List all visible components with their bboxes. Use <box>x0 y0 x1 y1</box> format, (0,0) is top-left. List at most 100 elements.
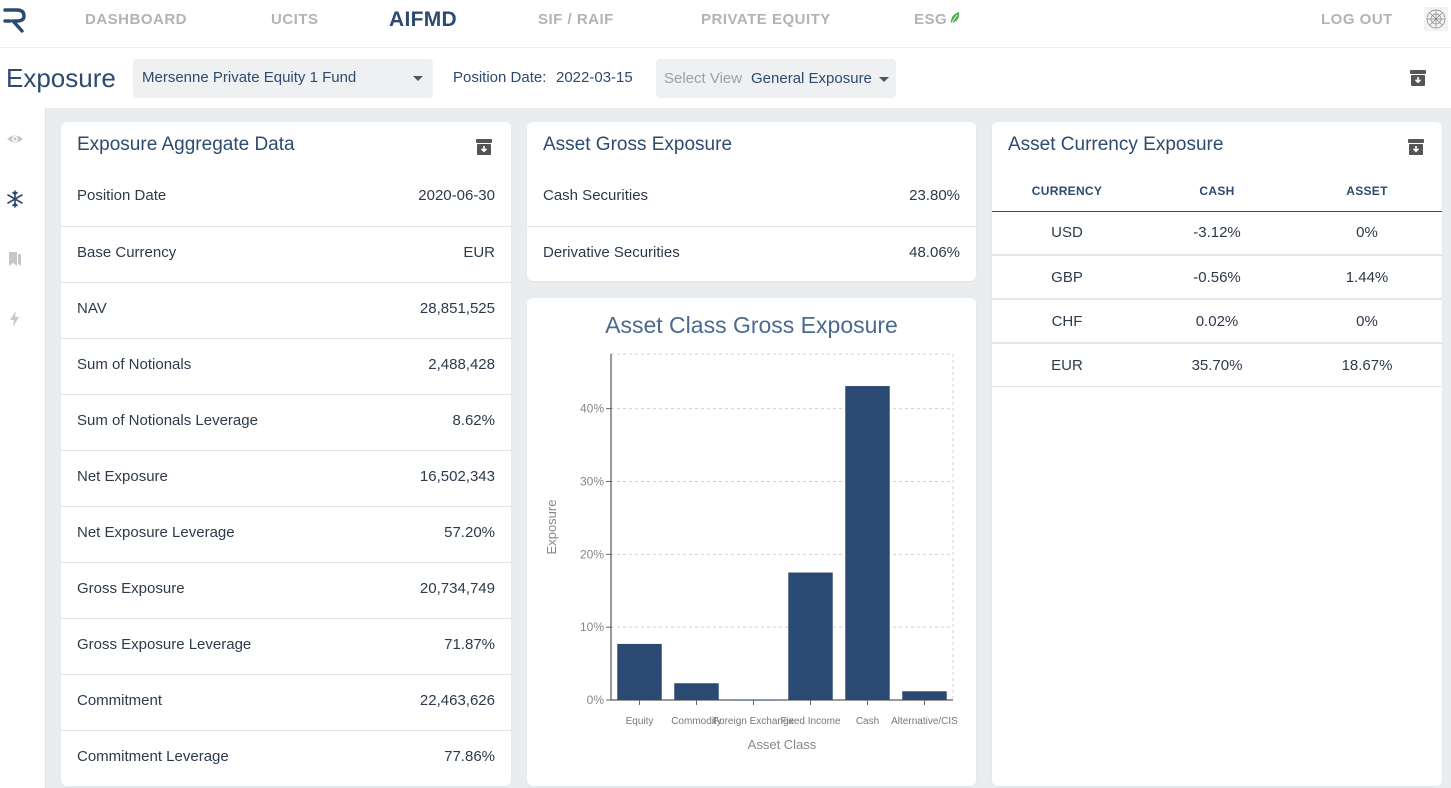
table-row: Sum of Notionals Leverage 8.62% <box>61 394 511 450</box>
row-value: 16,502,343 <box>419 468 495 485</box>
view-select[interactable]: Select View General Exposure <box>656 59 896 98</box>
snowflake-icon[interactable] <box>6 190 24 208</box>
table-row: Gross Exposure 20,734,749 <box>61 562 511 618</box>
table-row: USD -3.12% 0% <box>992 211 1442 255</box>
x-tick-label: Alternative/CIS <box>891 716 958 727</box>
row-label: Sum of Notionals <box>77 356 192 373</box>
download-icon[interactable] <box>475 138 493 156</box>
row-value: 77.86% <box>444 748 495 765</box>
table-row: NAV 28,851,525 <box>61 282 511 338</box>
row-label: Gross Exposure <box>77 580 185 597</box>
leaf-icon <box>949 11 960 25</box>
row-label: Base Currency <box>77 244 177 261</box>
row-value: 2020-06-30 <box>418 187 495 204</box>
logo-icon[interactable] <box>2 6 28 34</box>
x-tick-label: Cash <box>856 716 879 727</box>
fund-select[interactable]: Mersenne Private Equity 1 Fund <box>133 59 433 98</box>
table-row: Commitment 22,463,626 <box>61 674 511 730</box>
table-row: Net Exposure Leverage 57.20% <box>61 506 511 562</box>
cell-asset: 18.67% <box>1341 357 1393 374</box>
table-row: Derivative Securities 48.06% <box>527 226 976 281</box>
bookmark-icon[interactable] <box>6 250 24 268</box>
row-label: Commitment <box>77 692 163 709</box>
row-label: NAV <box>77 300 107 317</box>
row-value: EUR <box>463 244 495 261</box>
logout-button[interactable]: LOG OUT <box>1321 11 1393 28</box>
column-header-cash[interactable]: CASH <box>1199 184 1235 198</box>
cell-asset: 0% <box>1356 313 1378 330</box>
eye-icon[interactable] <box>6 130 24 148</box>
nav-esg[interactable]: ESG <box>914 11 960 28</box>
content-area: Exposure Aggregate Data Position Date 202… <box>46 108 1451 788</box>
column-header-asset[interactable]: ASSET <box>1346 184 1388 198</box>
position-date-label: Position Date: <box>453 69 547 86</box>
nav-sif-raif[interactable]: SIF / RAIF <box>538 11 614 28</box>
chevron-down-icon <box>879 77 889 82</box>
column-header-currency[interactable]: CURRENCY <box>1031 184 1103 198</box>
card-title: Exposure Aggregate Data <box>77 134 295 155</box>
table-row: Commitment Leverage 77.86% <box>61 730 511 786</box>
x-tick-label: Foreign Exchange <box>713 716 795 727</box>
card-title: Asset Gross Exposure <box>543 134 733 155</box>
cell-asset: 1.44% <box>1345 269 1389 286</box>
row-value: 57.20% <box>444 524 495 541</box>
bar-alternative-cis[interactable] <box>902 691 947 700</box>
header-divider <box>992 211 1442 212</box>
bolt-icon[interactable] <box>6 310 24 328</box>
y-tick-label: 10% <box>580 620 604 634</box>
y-tick-label: 20% <box>580 547 604 561</box>
y-tick-label: 30% <box>580 474 604 488</box>
row-label: Position Date <box>77 187 167 204</box>
page-header: Exposure Mersenne Private Equity 1 Fund … <box>0 48 1451 108</box>
asset-class-chart-card: Asset Class Gross Exposure 0% 10% 20% 30% 40… <box>527 298 976 786</box>
row-value: 48.06% <box>909 244 960 261</box>
table-row: GBP -0.56% 1.44% <box>992 255 1442 299</box>
table-row: Net Exposure 16,502,343 <box>61 450 511 506</box>
table-row: Base Currency EUR <box>61 226 511 282</box>
avatar-icon[interactable] <box>1424 7 1448 31</box>
row-label: Derivative Securities <box>543 244 680 261</box>
x-tick-label: Fixed Income <box>780 716 840 727</box>
row-value: 2,488,428 <box>428 356 495 373</box>
table-row: Cash Securities 23.80% <box>527 170 976 226</box>
cell-currency: GBP <box>1051 269 1083 286</box>
x-tick-label: Equity <box>626 716 654 727</box>
top-nav: DASHBOARD UCITS AIFMD SIF / RAIF PRIVATE… <box>0 0 1451 48</box>
table-row: Position Date 2020-06-30 <box>61 170 511 226</box>
row-value: 71.87% <box>444 636 495 653</box>
cell-cash: 0.02% <box>1195 313 1239 330</box>
bar-equity[interactable] <box>617 643 662 700</box>
nav-private-equity[interactable]: PRIVATE EQUITY <box>701 11 831 28</box>
cell-cash: -0.56% <box>1193 269 1241 286</box>
chevron-down-icon <box>413 76 423 81</box>
y-axis-label: Exposure <box>544 500 559 555</box>
asset-gross-exposure-card: Asset Gross Exposure Cash Securities 23.8… <box>527 122 976 281</box>
row-label: Commitment Leverage <box>77 748 229 765</box>
x-tick-label: Commodity <box>671 716 722 727</box>
nav-dashboard[interactable]: DASHBOARD <box>85 11 187 28</box>
bar-commodity[interactable] <box>674 683 719 700</box>
bar-cash[interactable] <box>845 386 890 700</box>
cell-cash: 35.70% <box>1191 357 1243 374</box>
table-row: CHF 0.02% 0% <box>992 299 1442 343</box>
download-icon[interactable] <box>1409 69 1427 87</box>
row-value: 23.80% <box>909 187 960 204</box>
row-label: Gross Exposure Leverage <box>77 636 252 653</box>
y-tick-label: 40% <box>580 402 604 416</box>
y-tick-label: 0% <box>587 693 605 707</box>
nav-ucits[interactable]: UCITS <box>271 11 319 28</box>
nav-aifmd[interactable]: AIFMD <box>389 8 457 31</box>
page-title: Exposure <box>6 63 116 93</box>
exposure-aggregate-card: Exposure Aggregate Data Position Date 202… <box>61 122 511 786</box>
table-row: EUR 35.70% 18.67% <box>992 343 1442 387</box>
nav-esg-label: ESG <box>914 11 948 28</box>
download-icon[interactable] <box>1407 138 1425 156</box>
row-value: 22,463,626 <box>419 692 495 709</box>
row-label: Sum of Notionals Leverage <box>77 412 258 429</box>
fund-select-value: Mersenne Private Equity 1 Fund <box>142 69 357 86</box>
position-date-value[interactable]: 2022-03-15 <box>556 69 633 86</box>
cell-cash: -3.12% <box>1193 224 1241 241</box>
bar-fixed-income[interactable] <box>788 572 833 700</box>
cell-currency: EUR <box>1051 357 1083 374</box>
